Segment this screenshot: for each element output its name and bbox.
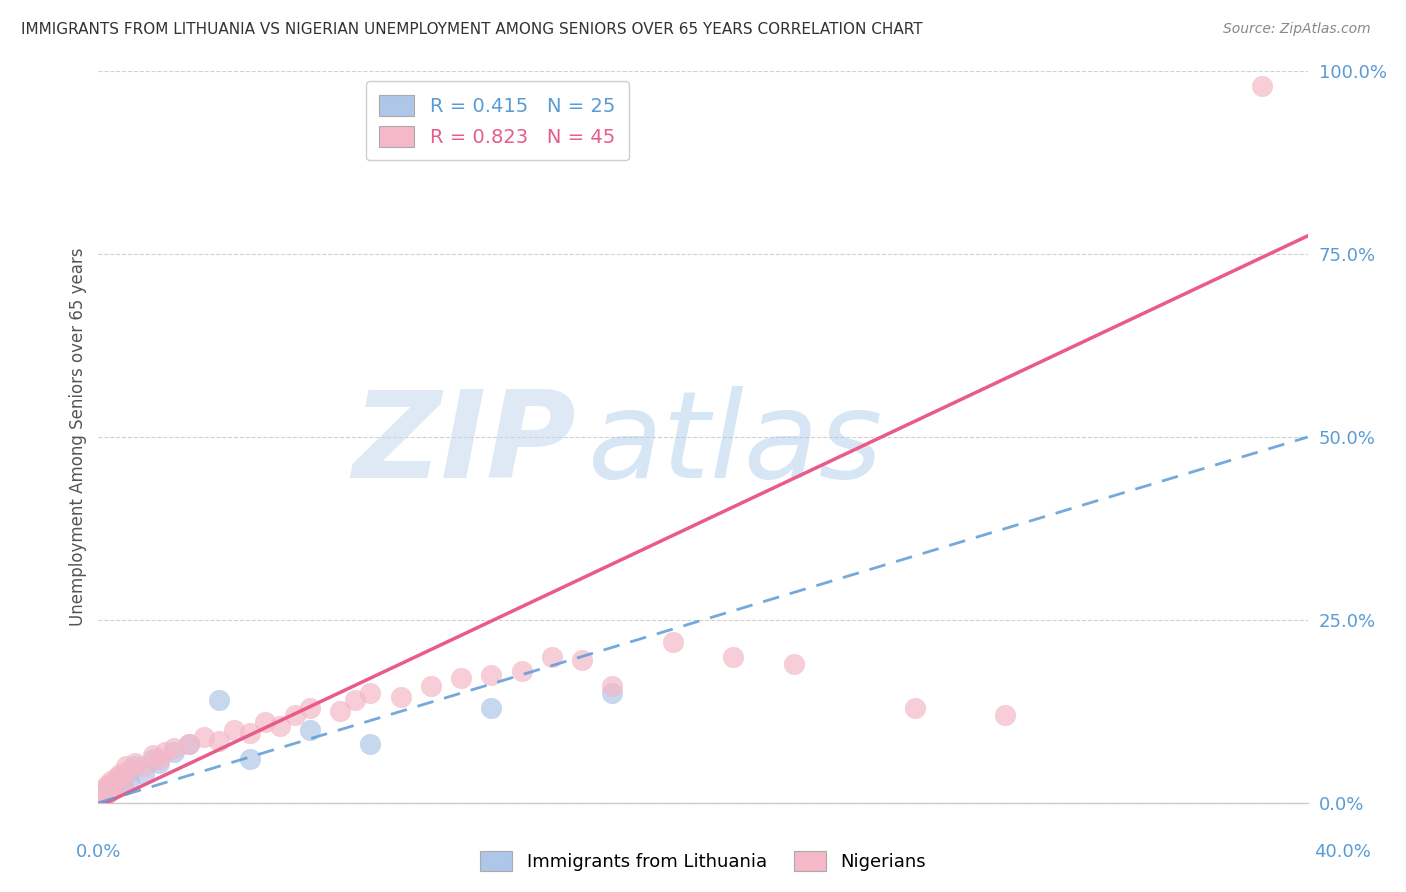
Point	[132, 766, 155, 780]
Point	[93, 785, 115, 799]
Point	[723, 649, 745, 664]
Point	[540, 649, 562, 664]
Point	[91, 789, 114, 803]
Point	[90, 792, 112, 806]
Point	[142, 752, 165, 766]
Point	[360, 686, 382, 700]
Point	[153, 745, 176, 759]
Point	[91, 789, 114, 803]
Point	[661, 635, 683, 649]
Point	[360, 737, 382, 751]
Point	[420, 679, 443, 693]
Point	[100, 773, 122, 788]
Point	[208, 693, 231, 707]
Point	[299, 723, 322, 737]
Point	[103, 781, 125, 796]
Point	[904, 700, 927, 714]
Point	[132, 759, 155, 773]
Point	[481, 667, 503, 681]
Point	[118, 763, 141, 777]
Point	[602, 679, 624, 693]
Point	[94, 781, 117, 796]
Point	[179, 737, 201, 751]
Legend: R = 0.415   N = 25, R = 0.823   N = 45: R = 0.415 N = 25, R = 0.823 N = 45	[366, 81, 628, 161]
Point	[284, 708, 307, 723]
Text: atlas: atlas	[588, 386, 883, 503]
Point	[98, 785, 121, 799]
Point	[100, 778, 122, 792]
Point	[114, 766, 136, 780]
Point	[108, 766, 131, 780]
Point	[105, 770, 128, 784]
Point	[114, 759, 136, 773]
Point	[269, 719, 291, 733]
Point	[193, 730, 215, 744]
Point	[111, 778, 134, 792]
Text: ZIP: ZIP	[353, 386, 576, 503]
Point	[148, 752, 170, 766]
Point	[450, 672, 472, 686]
Point	[602, 686, 624, 700]
Point	[253, 715, 276, 730]
Point	[93, 785, 115, 799]
Text: Source: ZipAtlas.com: Source: ZipAtlas.com	[1223, 22, 1371, 37]
Point	[163, 745, 186, 759]
Point	[481, 700, 503, 714]
Text: IMMIGRANTS FROM LITHUANIA VS NIGERIAN UNEMPLOYMENT AMONG SENIORS OVER 65 YEARS C: IMMIGRANTS FROM LITHUANIA VS NIGERIAN UN…	[21, 22, 922, 37]
Point	[118, 773, 141, 788]
Point	[329, 705, 352, 719]
Point	[111, 773, 134, 788]
Point	[148, 756, 170, 770]
Point	[571, 653, 593, 667]
Point	[179, 737, 201, 751]
Point	[1251, 78, 1274, 93]
Text: 0.0%: 0.0%	[76, 843, 121, 861]
Point	[224, 723, 246, 737]
Y-axis label: Unemployment Among Seniors over 65 years: Unemployment Among Seniors over 65 years	[69, 248, 87, 626]
Point	[124, 759, 146, 773]
Point	[90, 792, 112, 806]
Point	[994, 708, 1017, 723]
Point	[163, 740, 186, 755]
Point	[105, 773, 128, 788]
Point	[96, 781, 118, 796]
Point	[124, 756, 146, 770]
Point	[783, 657, 806, 671]
Point	[344, 693, 367, 707]
Point	[103, 778, 125, 792]
Legend: Immigrants from Lithuania, Nigerians: Immigrants from Lithuania, Nigerians	[472, 844, 934, 879]
Text: 40.0%: 40.0%	[1315, 843, 1371, 861]
Point	[510, 664, 533, 678]
Point	[142, 748, 165, 763]
Point	[239, 726, 262, 740]
Point	[389, 690, 412, 704]
Point	[208, 733, 231, 747]
Point	[94, 789, 117, 803]
Point	[98, 785, 121, 799]
Point	[108, 770, 131, 784]
Point	[239, 752, 262, 766]
Point	[299, 700, 322, 714]
Point	[96, 778, 118, 792]
